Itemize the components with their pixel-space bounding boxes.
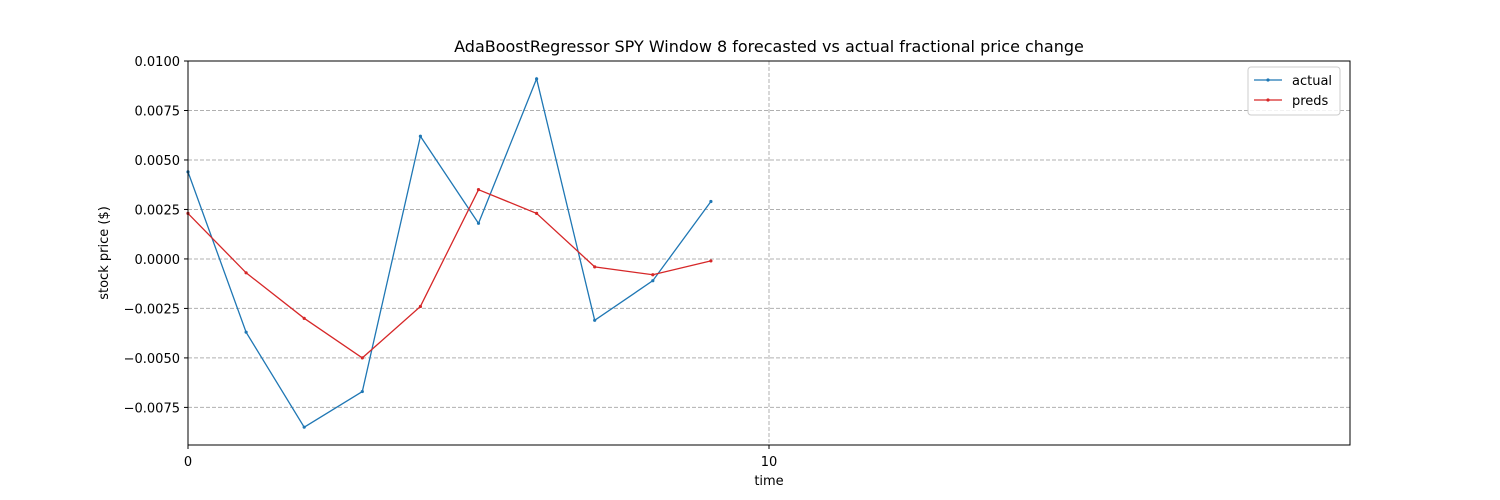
data-point-preds (360, 356, 364, 360)
series-layer (186, 76, 713, 429)
y-tick-label: 0.0050 (135, 154, 181, 169)
data-point-preds (244, 271, 248, 275)
data-point-actual (709, 199, 713, 204)
data-point-preds (709, 259, 713, 263)
y-tick-label: 0.0100 (135, 55, 181, 70)
data-point-actual (418, 134, 422, 138)
legend: actual preds (1247, 66, 1341, 116)
y-axis: −0.0075 −0.0050 −0.0025 0.0000 0.0025 0.0050 0… (124, 55, 188, 416)
data-point-actual (360, 389, 364, 394)
data-point-preds (418, 304, 422, 309)
data-point-preds (593, 265, 597, 269)
data-point-preds (651, 273, 655, 277)
data-point-actual (535, 77, 539, 81)
data-point-preds (476, 188, 481, 192)
x-tick-label: 10 (761, 455, 778, 470)
data-point-actual (593, 318, 597, 322)
y-tick-label: −0.0050 (124, 352, 180, 367)
chart-title: AdaBoostRegressor SPY Window 8 forecaste… (454, 37, 1084, 56)
series-line-actual (187, 76, 712, 429)
data-point-actual (244, 330, 248, 334)
legend-marker-actual (1266, 78, 1270, 82)
y-tick-label: 0.0075 (135, 104, 181, 119)
data-point-preds (535, 211, 539, 216)
x-axis: 0 10 (184, 445, 777, 470)
data-point-actual (302, 425, 306, 429)
legend-box (1247, 66, 1341, 116)
legend-marker-preds (1266, 98, 1270, 102)
x-tick-label: 0 (184, 455, 192, 470)
y-tick-label: 0.0000 (135, 253, 181, 268)
legend-label-preds: preds (1292, 94, 1329, 109)
y-tick-label: 0.0025 (135, 203, 181, 218)
data-point-actual (476, 221, 481, 225)
series-line-preds (187, 188, 712, 359)
y-tick-label: −0.0025 (124, 302, 180, 317)
data-point-preds (302, 316, 306, 320)
legend-label-actual: actual (1292, 74, 1332, 89)
y-axis-label: stock price ($) (97, 206, 112, 300)
y-tick-label: −0.0075 (124, 401, 180, 416)
grid (187, 60, 1350, 445)
x-axis-label: time (754, 474, 783, 489)
data-point-actual (651, 279, 655, 283)
